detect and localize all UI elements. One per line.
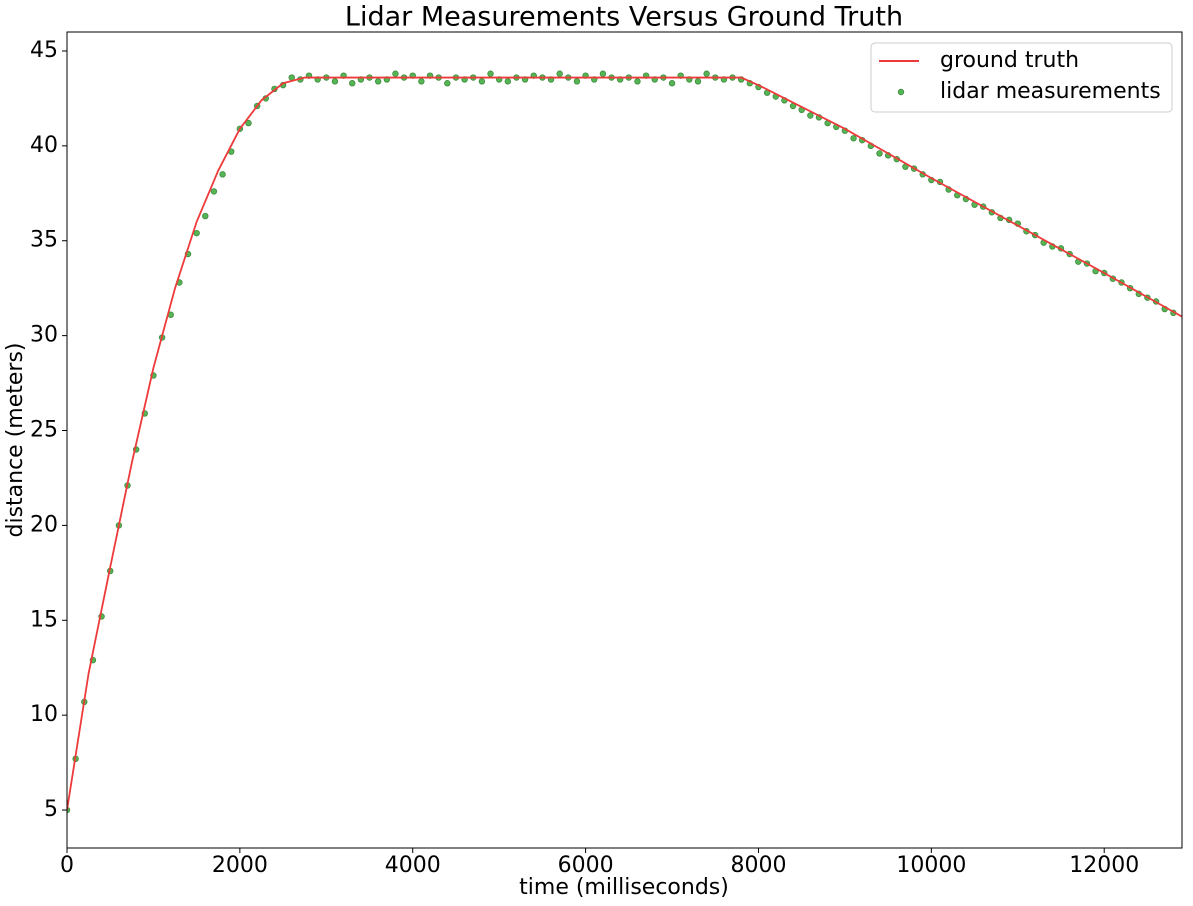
measurement-point <box>374 78 382 85</box>
measurement-point <box>556 70 563 77</box>
y-tick-label: 5 <box>44 797 58 822</box>
measurement-point <box>202 212 209 220</box>
measurement-point <box>444 80 451 87</box>
measurement-point <box>210 188 218 195</box>
measurement-point <box>573 78 581 85</box>
chart-title: Lidar Measurements Versus Ground Truth <box>345 2 903 33</box>
plot-area <box>67 70 1182 814</box>
y-tick-label: 20 <box>30 512 58 537</box>
measurement-point <box>478 78 486 85</box>
measurement-point <box>850 135 857 142</box>
measurement-point <box>288 74 295 81</box>
y-tick-label: 10 <box>30 702 58 727</box>
y-tick-label: 45 <box>30 38 58 63</box>
measurement-point <box>392 70 399 77</box>
x-tick-label: 8000 <box>730 853 786 878</box>
y-tick-label: 40 <box>30 133 58 158</box>
measurement-point <box>694 78 702 85</box>
x-tick-label: 2000 <box>212 853 268 878</box>
x-axis-label: time (milliseconds) <box>519 875 729 900</box>
x-tick-label: 0 <box>60 853 74 878</box>
measurement-point <box>668 80 676 87</box>
measurement-point <box>703 70 710 77</box>
legend-box <box>870 42 1173 113</box>
measurement-point <box>634 78 641 85</box>
measurement-point <box>418 78 425 85</box>
y-tick-label: 35 <box>30 228 58 253</box>
x-tick-label: 4000 <box>385 853 441 878</box>
measurement-point <box>876 150 883 157</box>
ground-truth-line <box>67 76 1182 811</box>
x-tick-label: 12000 <box>1069 853 1139 878</box>
legend-label: ground truth <box>940 48 1079 73</box>
measurement-point <box>193 229 200 237</box>
legend-swatch <box>897 88 905 96</box>
measurement-point <box>349 80 356 87</box>
measurement-point <box>487 70 494 77</box>
measurement-point <box>331 78 339 85</box>
y-axis-label: distance (meters) <box>3 342 28 537</box>
measurement-point <box>504 78 512 85</box>
measurement-point <box>807 112 814 119</box>
legend-label: lidar measurements <box>940 79 1161 104</box>
x-tick-label: 6000 <box>558 853 614 878</box>
measurement-point <box>245 119 252 127</box>
y-tick-label: 15 <box>30 607 58 632</box>
measurement-point <box>599 70 607 77</box>
plot-frame <box>66 31 1183 849</box>
measurement-point <box>219 171 226 178</box>
y-tick-label: 30 <box>30 323 58 348</box>
x-tick-label: 10000 <box>896 853 966 878</box>
y-tick-label: 25 <box>30 418 58 443</box>
